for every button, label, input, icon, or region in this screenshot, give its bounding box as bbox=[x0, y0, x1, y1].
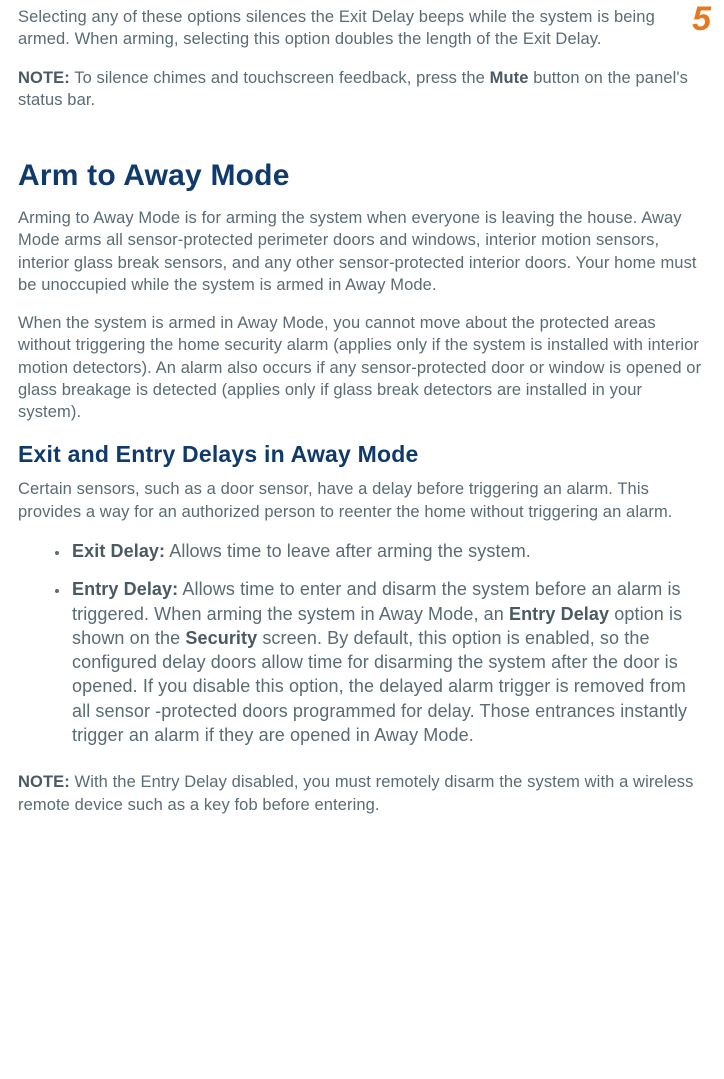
exit-delay-label: Exit Delay: bbox=[72, 541, 165, 561]
heading-exit-entry-delays: Exit and Entry Delays in Away Mode bbox=[18, 441, 706, 468]
delays-list: Exit Delay: Allows time to leave after a… bbox=[18, 539, 706, 747]
intro-note: NOTE: To silence chimes and touchscreen … bbox=[18, 67, 706, 112]
note-label: NOTE: bbox=[18, 69, 70, 87]
entry-delay-strong-b: Security bbox=[185, 628, 257, 648]
delays-intro: Certain sensors, such as a door sensor, … bbox=[18, 478, 706, 523]
note-label: NOTE: bbox=[18, 773, 70, 791]
delays-note: NOTE: With the Entry Delay disabled, you… bbox=[18, 771, 706, 816]
note-text-a: To silence chimes and touchscreen feedba… bbox=[70, 69, 490, 87]
away-p2: When the system is armed in Away Mode, y… bbox=[18, 312, 706, 423]
list-item-entry-delay: Entry Delay: Allows time to enter and di… bbox=[70, 577, 706, 747]
exit-delay-text: Allows time to leave after arming the sy… bbox=[165, 541, 531, 561]
away-p1: Arming to Away Mode is for arming the sy… bbox=[18, 207, 706, 296]
mute-strong: Mute bbox=[490, 69, 529, 87]
entry-delay-strong-a: Entry Delay bbox=[509, 604, 609, 624]
intro-paragraph: Selecting any of these options silences … bbox=[18, 6, 706, 51]
entry-delay-label: Entry Delay: bbox=[72, 579, 178, 599]
page-number: 5 bbox=[692, 0, 710, 39]
list-item-exit-delay: Exit Delay: Allows time to leave after a… bbox=[70, 539, 706, 563]
heading-arm-away: Arm to Away Mode bbox=[18, 159, 706, 193]
delays-note-text: With the Entry Delay disabled, you must … bbox=[18, 773, 693, 813]
